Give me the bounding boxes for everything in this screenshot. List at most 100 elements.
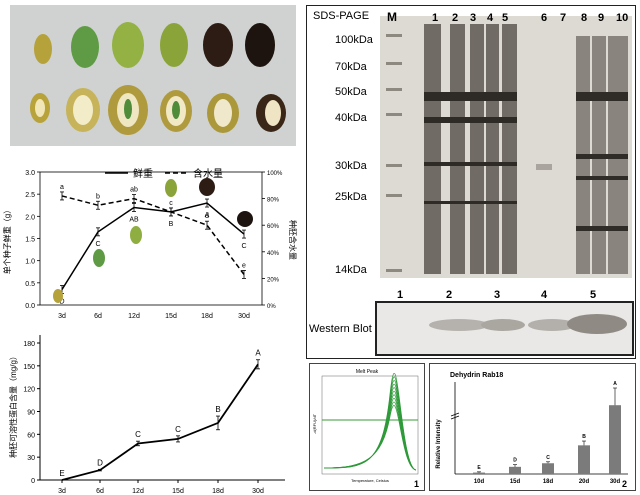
chart2-y-tick: 150 (23, 364, 35, 371)
chart2-ylabel: 种胚可溶性蛋白含量（mg/g） (8, 352, 18, 458)
sds-lane-number: 3 (470, 12, 477, 24)
chart2-x-tick: 30d (252, 488, 264, 495)
chart1-x-tick: 6d (94, 313, 102, 320)
water-letter: b (96, 193, 100, 200)
protein-letter: D (97, 458, 103, 467)
chart2-y-tick: 120 (23, 387, 35, 394)
sds-lane-number: 1 (432, 12, 439, 24)
melt-ylabel: -d(RFU)/dT (312, 413, 317, 434)
rab18-category: 20d (579, 479, 590, 485)
western-lane-number: 4 (541, 289, 548, 301)
rab18-panel-number: 2 (622, 479, 627, 489)
rab18-bar (509, 466, 521, 474)
weight-letter: C (95, 241, 100, 248)
rab18-letter: C (546, 455, 550, 461)
chart1-frame (39, 171, 263, 306)
chart1-left-tick: 1.5 (25, 237, 35, 244)
protein-letter: C (175, 425, 181, 434)
rab18-bar (609, 405, 621, 474)
fresh-weight-line (61, 202, 245, 290)
chart1-right-tick: 60% (267, 224, 280, 230)
water-letter: ab (130, 187, 138, 194)
weight-letter: B (169, 221, 174, 228)
rab18-letter: D (513, 458, 517, 464)
protein-letter: B (215, 405, 220, 414)
western-blot-label: Western Blot (309, 323, 372, 335)
sds-lane-number: 4 (487, 12, 494, 24)
sds-lane-number: 5 (502, 12, 509, 24)
sds-lane-number: 8 (581, 12, 588, 24)
seed-30d-icon (237, 211, 253, 227)
chart2-y-tick: 180 (23, 341, 35, 348)
chart2-x-tick: 6d (96, 488, 104, 495)
mw-label: 50kDa (335, 86, 367, 98)
water-letter: d (205, 213, 209, 220)
weight-letter: A (205, 212, 210, 219)
sds-lane-number: 2 (452, 12, 459, 24)
water-letter: c (169, 200, 173, 207)
marker-label: M (387, 10, 397, 24)
mw-label: 14kDa (335, 264, 367, 276)
mw-label: 30kDa (335, 160, 367, 172)
chart2-x-tick: 15d (172, 488, 184, 495)
western-lane-number: 2 (446, 289, 453, 301)
protein-line (61, 363, 259, 481)
legend-water-content: 含水量 (193, 167, 223, 180)
mw-label: 40kDa (335, 112, 367, 124)
western-lane-number: 1 (397, 289, 404, 301)
seed-12d-icon (130, 226, 142, 244)
protein-letter: C (135, 430, 141, 439)
mw-label: 25kDa (335, 191, 367, 203)
mw-label: 70kDa (335, 61, 367, 73)
rab18-bar (542, 463, 554, 474)
melt-title: Melt Peak (356, 369, 379, 375)
melt-peak-chart: Melt Peak Temperature, Celsius -d(RFU)/d… (312, 369, 419, 489)
chart1-right-tick: 80% (267, 198, 280, 204)
chart1-x-tick: 30d (238, 313, 250, 320)
sds-lane-number: 10 (616, 12, 629, 24)
chart1-left-tick: 2.5 (25, 192, 35, 199)
water-letter: e (242, 262, 246, 269)
chart1-x-tick: 15d (165, 313, 177, 320)
rab18-panel: Dehydrin Rab18 Relative Intensity E 10d D 1… (429, 363, 636, 491)
rab18-category: 18d (543, 479, 554, 485)
chart1-left-tick: 3.0 (25, 170, 35, 177)
chart1-left-tick: 0.5 (25, 281, 35, 288)
protein-letter: E (59, 469, 64, 478)
chart2-y-tick: 90 (27, 410, 35, 417)
chart1-x-tick: 18d (201, 313, 213, 320)
rab18-bar (578, 445, 590, 474)
sds-lane-number: 6 (541, 12, 548, 24)
chart1-left-tick: 2.0 (25, 214, 35, 221)
rab18-category: 15d (510, 479, 521, 485)
rab18-title: Dehydrin Rab18 (450, 372, 503, 379)
chart2-x-tick: 3d (58, 488, 66, 495)
fruit-seed-icon (30, 22, 286, 135)
rab18-letter: A (613, 381, 617, 387)
rab18-category: 30d (610, 479, 621, 485)
melt-peak-panel: Melt Peak Temperature, Celsius -d(RFU)/d… (309, 363, 425, 491)
chart1-x-tick: 12d (128, 313, 140, 320)
western-lane-number: 5 (590, 289, 597, 301)
weight-letter: D (59, 298, 64, 305)
rab18-category: 10d (474, 479, 485, 485)
western-bands-icon (429, 314, 627, 334)
sds-lane-number: 7 (560, 12, 567, 24)
water-content-line (61, 195, 245, 275)
chart1-left-tick: 0.0 (25, 303, 35, 310)
protein-chart: 种胚可溶性蛋白含量（mg/g） 0 30 60 90 120 150 180 3d 6d 12d… (8, 335, 285, 495)
sds-gel-image (380, 16, 632, 278)
seed-6d-icon (93, 249, 105, 267)
chart2-x-tick: 12d (132, 488, 144, 495)
chart1-right-tick: 0% (267, 304, 276, 310)
chart1-right-tick: 20% (267, 277, 280, 283)
seed-3d-icon (53, 289, 63, 303)
chart2-y-tick: 30 (27, 455, 35, 462)
rab18-chart: Dehydrin Rab18 Relative Intensity E 10d D 1… (436, 372, 628, 489)
chart1-right-tick: 100% (267, 171, 283, 177)
sds-title: SDS-PAGE (313, 10, 370, 22)
western-blot-image (375, 301, 634, 356)
legend-fresh-weight: 鲜重 (133, 167, 153, 180)
chart2-y-tick: 60 (27, 432, 35, 439)
melt-xlabel: Temperature, Celsius (351, 478, 389, 483)
